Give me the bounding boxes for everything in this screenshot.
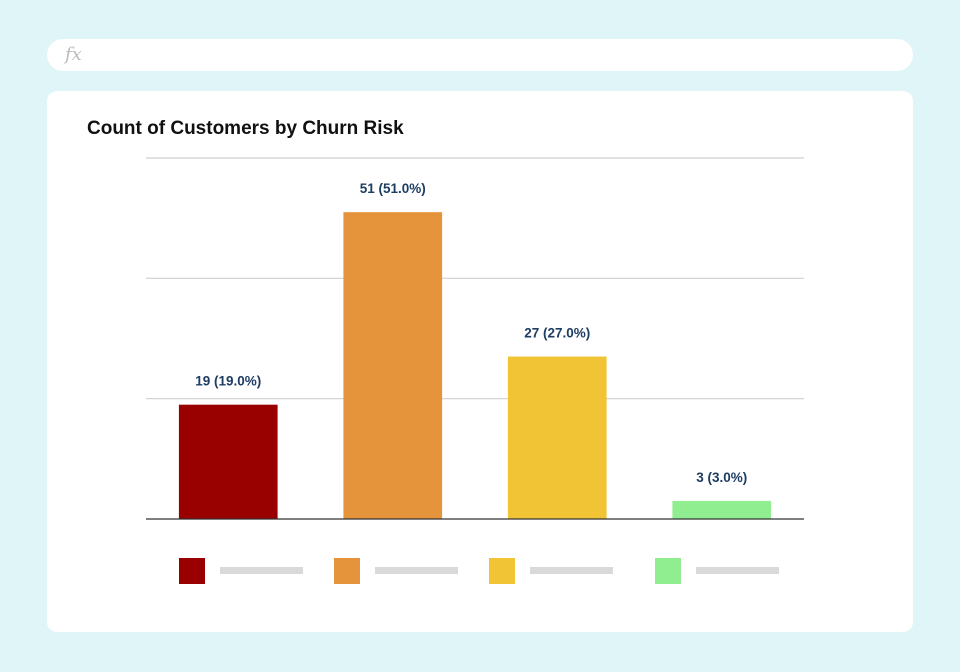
legend-swatch: [489, 558, 515, 584]
formula-bar[interactable]: fx: [47, 39, 913, 71]
bar: [178, 404, 278, 519]
legend-swatch: [179, 558, 205, 584]
chart-card: Count of Customers by Churn Risk 19 (19.…: [47, 91, 913, 632]
data-label: 19 (19.0%): [195, 374, 261, 389]
bar-chart: 19 (19.0%) 51 (51.0%) 27 (27.0%) 3 (3.0%): [146, 157, 804, 584]
legend-label-placeholder: [220, 567, 303, 574]
bar: [507, 356, 607, 519]
legend-swatch: [655, 558, 681, 584]
legend-swatch: [334, 558, 360, 584]
legend-label-placeholder: [375, 567, 458, 574]
fx-icon: fx: [65, 44, 82, 65]
bar: [343, 212, 443, 519]
legend-label-placeholder: [530, 567, 613, 574]
data-label: 51 (51.0%): [360, 181, 426, 196]
data-label: 27 (27.0%): [524, 326, 590, 341]
chart-title: Count of Customers by Churn Risk: [87, 118, 404, 139]
bar: [672, 500, 772, 519]
legend-label-placeholder: [696, 567, 779, 574]
data-label: 3 (3.0%): [696, 470, 747, 485]
